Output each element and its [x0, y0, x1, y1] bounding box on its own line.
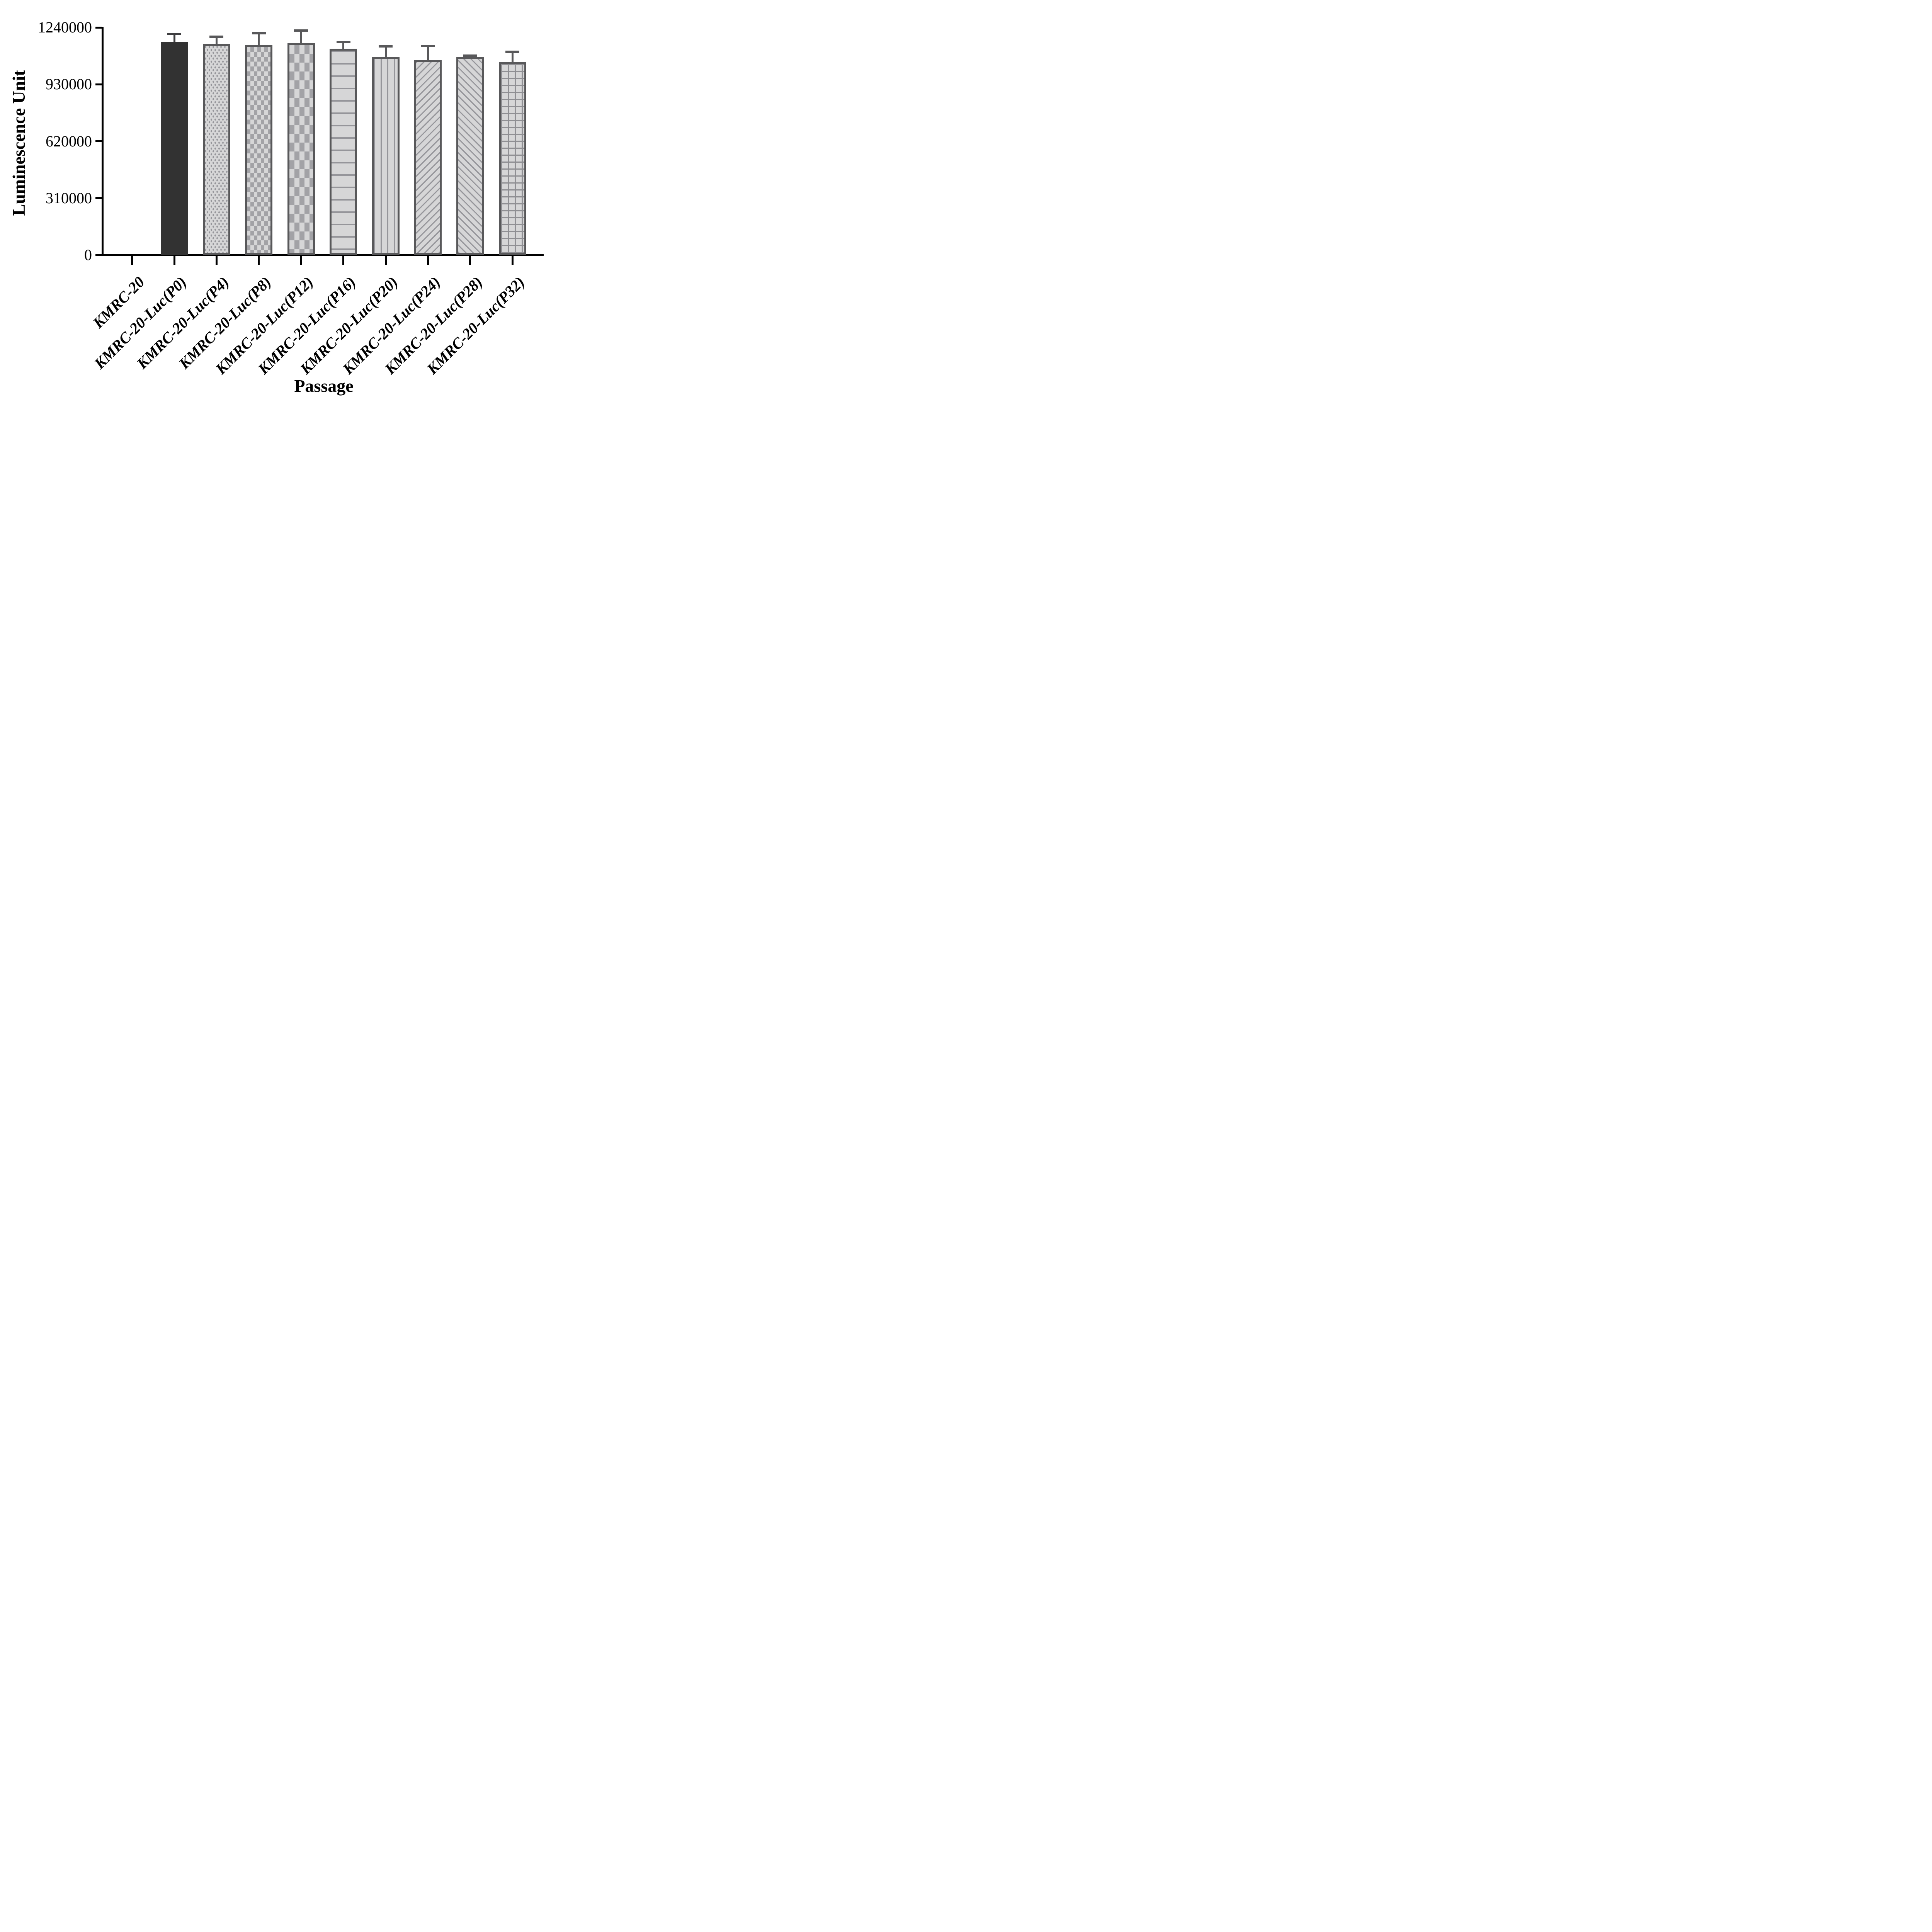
- error-bar-cap-kmrc-20-luc-p0: [167, 32, 181, 35]
- error-bar-stem-kmrc-20-luc-p12: [300, 31, 302, 44]
- bar-kmrc-20-luc-p28: [456, 57, 484, 255]
- error-bar-cap-kmrc-20-luc-p4: [209, 36, 224, 38]
- bar-kmrc-20-luc-p12: [287, 43, 315, 255]
- x-tick-kmrc-20-luc-p8: [258, 256, 260, 265]
- error-bar-stem-kmrc-20-luc-p20: [384, 46, 387, 58]
- error-bar-stem-kmrc-20-luc-p24: [427, 46, 429, 61]
- y-tick-label-930000: 930000: [46, 75, 92, 93]
- luminescence-bar-chart: Luminescence Unit Passage 0 310000 620000 9…: [0, 0, 573, 398]
- bar-kmrc-20-luc-p8: [245, 45, 273, 255]
- error-bar-cap-kmrc-20-luc-p16: [336, 41, 350, 43]
- y-tick-label-1240000: 1240000: [38, 19, 92, 36]
- x-tick-kmrc-20-luc-p24: [427, 256, 429, 265]
- error-bar-cap-kmrc-20-luc-p32: [505, 51, 520, 53]
- error-bar-cap-kmrc-20-luc-p8: [252, 32, 266, 35]
- plot-area: [104, 27, 544, 255]
- y-tick-930000: [95, 83, 102, 85]
- x-tick-kmrc-20-luc-p20: [384, 256, 387, 265]
- error-bar-stem-kmrc-20-luc-p16: [342, 42, 345, 50]
- x-tick-kmrc-20-luc-p4: [215, 256, 218, 265]
- y-tick-label-310000: 310000: [46, 189, 92, 207]
- y-tick-0: [95, 254, 102, 256]
- bar-kmrc-20-luc-p20: [372, 57, 400, 255]
- x-tick-kmrc-20-luc-p16: [342, 256, 345, 265]
- x-axis-title: Passage: [294, 376, 354, 396]
- x-axis-line: [95, 254, 544, 256]
- y-tick-310000: [95, 197, 102, 199]
- error-bar-cap-kmrc-20-luc-p28: [463, 54, 477, 57]
- error-bar-stem-kmrc-20-luc-p0: [173, 34, 175, 43]
- error-bar-cap-kmrc-20-luc-p24: [421, 45, 435, 48]
- error-bar-stem-kmrc-20-luc-p8: [258, 33, 260, 46]
- bar-kmrc-20-luc-p32: [498, 62, 526, 255]
- error-bar-cap-kmrc-20-luc-p12: [294, 29, 308, 32]
- bar-kmrc-20-luc-p4: [202, 44, 230, 255]
- bar-kmrc-20-luc-p24: [414, 60, 442, 255]
- error-bar-stem-kmrc-20-luc-p4: [215, 37, 218, 45]
- error-bar-cap-kmrc-20-luc-p20: [379, 45, 393, 48]
- y-tick-620000: [95, 140, 102, 142]
- bar-kmrc-20-luc-p0: [160, 42, 188, 255]
- y-axis-line: [102, 27, 104, 256]
- x-tick-kmrc-20-luc-p28: [469, 256, 471, 265]
- y-tick-label-0: 0: [84, 246, 92, 264]
- x-tick-kmrc-20: [131, 256, 133, 265]
- x-tick-kmrc-20-luc-p12: [300, 256, 302, 265]
- bar-kmrc-20-luc-p16: [330, 49, 357, 255]
- error-bar-stem-kmrc-20-luc-p32: [511, 52, 514, 63]
- y-tick-1240000: [95, 26, 102, 29]
- x-tick-kmrc-20-luc-p0: [173, 256, 175, 265]
- y-tick-label-620000: 620000: [46, 132, 92, 150]
- x-tick-kmrc-20-luc-p32: [511, 256, 514, 265]
